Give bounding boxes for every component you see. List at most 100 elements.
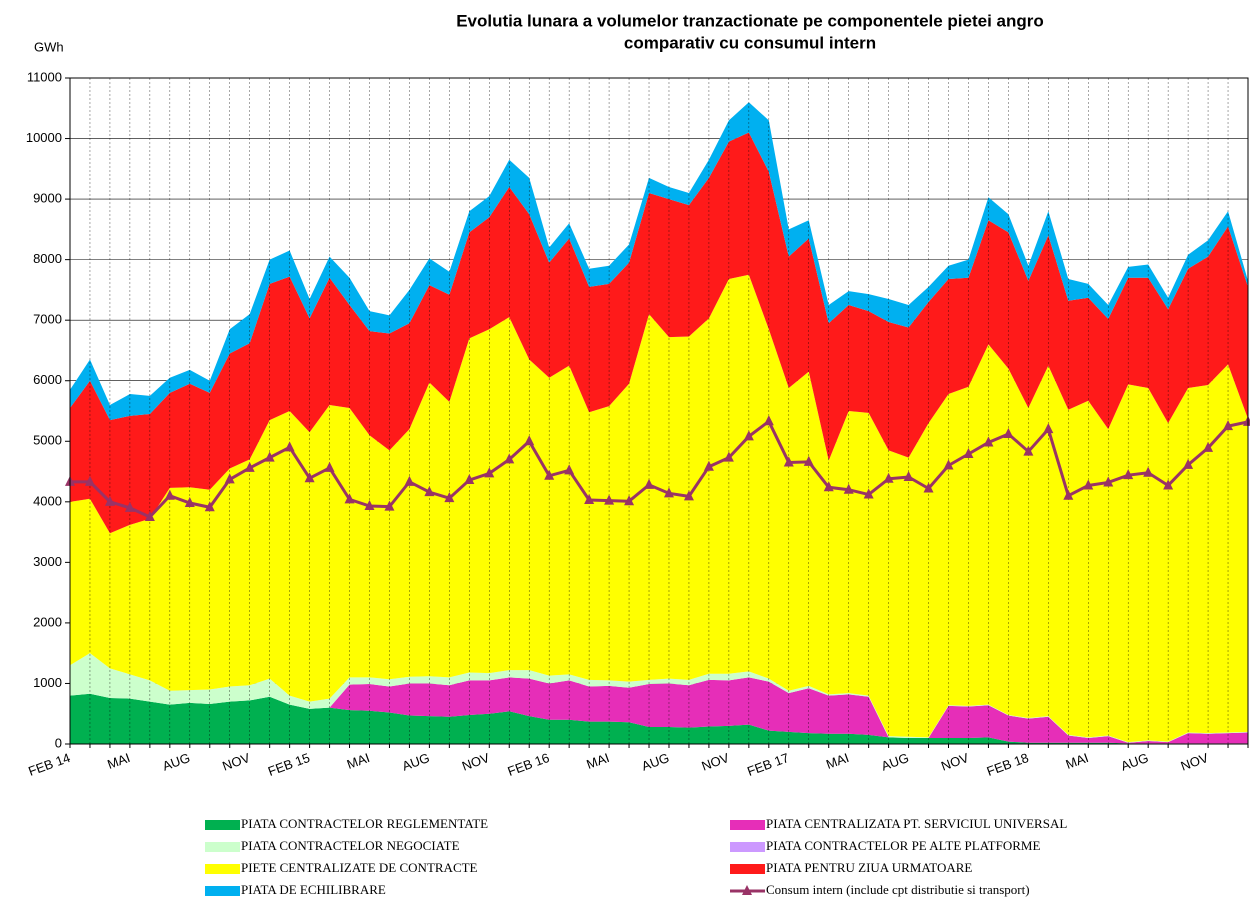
- line-marker: [963, 447, 974, 458]
- legend-marker: [730, 842, 765, 852]
- line-marker: [1043, 423, 1054, 434]
- area: [70, 677, 1248, 744]
- y-tick-label: 10000: [26, 130, 62, 145]
- line-marker: [524, 435, 535, 446]
- line-marker: [1163, 479, 1174, 490]
- legend-label: PIATA CONTRACTELOR PE ALTE PLATFORME: [766, 838, 1040, 853]
- x-tick-label: AUG: [879, 750, 911, 774]
- x-tick-label: AUG: [1119, 750, 1151, 774]
- line-marker: [683, 490, 694, 501]
- line-marker: [1123, 469, 1134, 480]
- x-tick-label: FEB 15: [266, 750, 312, 779]
- line-marker: [264, 451, 275, 462]
- x-tick-label: NOV: [1179, 750, 1211, 774]
- x-tick-label: FEB 14: [26, 750, 72, 779]
- legend-label: PIATA DE ECHILIBRARE: [241, 882, 386, 897]
- line-marker: [1203, 441, 1214, 452]
- x-tick-label: NOV: [220, 750, 252, 774]
- line-marker: [1223, 420, 1234, 431]
- x-tick-label: NOV: [939, 750, 971, 774]
- y-tick-label: 3000: [33, 554, 62, 569]
- line-marker: [883, 472, 894, 483]
- legend-label: PIATA CONTRACTELOR NEGOCIATE: [241, 838, 460, 853]
- line-marker: [444, 492, 455, 503]
- line-marker: [184, 497, 195, 508]
- line-marker: [1143, 466, 1154, 477]
- y-tick-label: 0: [55, 735, 62, 750]
- line-marker: [364, 500, 375, 511]
- line-marker: [823, 481, 834, 492]
- x-tick-label: FEB 18: [985, 750, 1031, 779]
- line-marker: [384, 500, 395, 511]
- line-marker: [863, 488, 874, 499]
- line-marker: [903, 470, 914, 481]
- line-marker: [204, 501, 215, 512]
- x-tick-label: NOV: [460, 750, 492, 774]
- x-tick-label: MAI: [105, 750, 132, 772]
- y-tick-label: 8000: [33, 251, 62, 266]
- line-marker: [484, 467, 495, 478]
- line-marker: [104, 495, 115, 506]
- line-marker: [224, 473, 235, 484]
- y-tick-label: 6000: [33, 372, 62, 387]
- y-tick-label: 4000: [33, 493, 62, 508]
- x-tick-label: MAI: [345, 750, 372, 772]
- y-tick-label: 5000: [33, 433, 62, 448]
- area: [70, 693, 1248, 744]
- line-marker: [843, 483, 854, 494]
- line-marker: [504, 453, 515, 464]
- y-tick-label: 7000: [33, 312, 62, 327]
- line-marker: [284, 441, 295, 452]
- line-marker: [763, 415, 774, 426]
- line-marker: [564, 464, 575, 475]
- x-tick-label: AUG: [640, 750, 672, 774]
- x-tick-label: MAI: [824, 750, 851, 772]
- legend-label: Consum intern (include cpt distributie s…: [766, 882, 1030, 897]
- line-marker: [1023, 445, 1034, 456]
- legend-label: PIATA CONTRACTELOR REGLEMENTATE: [241, 816, 488, 831]
- line-marker: [624, 495, 635, 506]
- line-marker: [544, 469, 555, 480]
- area: [70, 274, 1248, 743]
- y-axis-label: GWh: [34, 39, 64, 54]
- area: [70, 132, 1248, 534]
- line-marker: [144, 510, 155, 521]
- x-tick-label: MAI: [584, 750, 611, 772]
- line-marker: [1003, 428, 1014, 439]
- line-marker: [344, 493, 355, 504]
- line-marker: [604, 494, 615, 505]
- line-marker: [424, 486, 435, 497]
- line-marker: [923, 482, 934, 493]
- x-tick-label: FEB 17: [745, 750, 791, 779]
- line-marker: [244, 461, 255, 472]
- line-marker: [1183, 458, 1194, 469]
- y-tick-label: 9000: [33, 191, 62, 206]
- x-tick-label: AUG: [160, 750, 192, 774]
- legend-marker: [730, 820, 765, 830]
- line-marker: [743, 430, 754, 441]
- line-marker: [783, 456, 794, 467]
- y-tick-label: 2000: [33, 614, 62, 629]
- line-marker: [663, 487, 674, 498]
- chart-title: Evolutia lunara a volumelor tranzactiona…: [456, 11, 1044, 30]
- line-marker: [803, 455, 814, 466]
- x-tick-label: MAI: [1064, 750, 1091, 772]
- line-marker: [1063, 489, 1074, 500]
- line-marker: [304, 472, 315, 483]
- line-marker: [84, 475, 95, 486]
- y-tick-label: 11000: [27, 69, 62, 84]
- line-marker: [464, 474, 475, 485]
- line-marker: [644, 478, 655, 489]
- line-marker: [703, 460, 714, 471]
- x-tick-label: NOV: [699, 750, 731, 774]
- line-marker: [124, 501, 135, 512]
- line-marker: [1083, 479, 1094, 490]
- line-marker: [324, 461, 335, 472]
- legend-marker: [742, 885, 752, 895]
- legend-marker: [730, 864, 765, 874]
- x-tick-label: AUG: [400, 750, 432, 774]
- line-marker: [404, 475, 415, 486]
- legend-label: PIATA CENTRALIZATA PT. SERVICIUL UNIVERS…: [766, 816, 1067, 831]
- y-tick-label: 1000: [33, 675, 62, 690]
